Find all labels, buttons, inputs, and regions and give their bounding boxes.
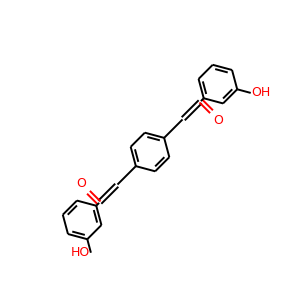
Text: O: O bbox=[214, 114, 224, 127]
Text: OH: OH bbox=[252, 86, 271, 99]
Text: HO: HO bbox=[71, 246, 90, 259]
Text: O: O bbox=[76, 177, 86, 190]
